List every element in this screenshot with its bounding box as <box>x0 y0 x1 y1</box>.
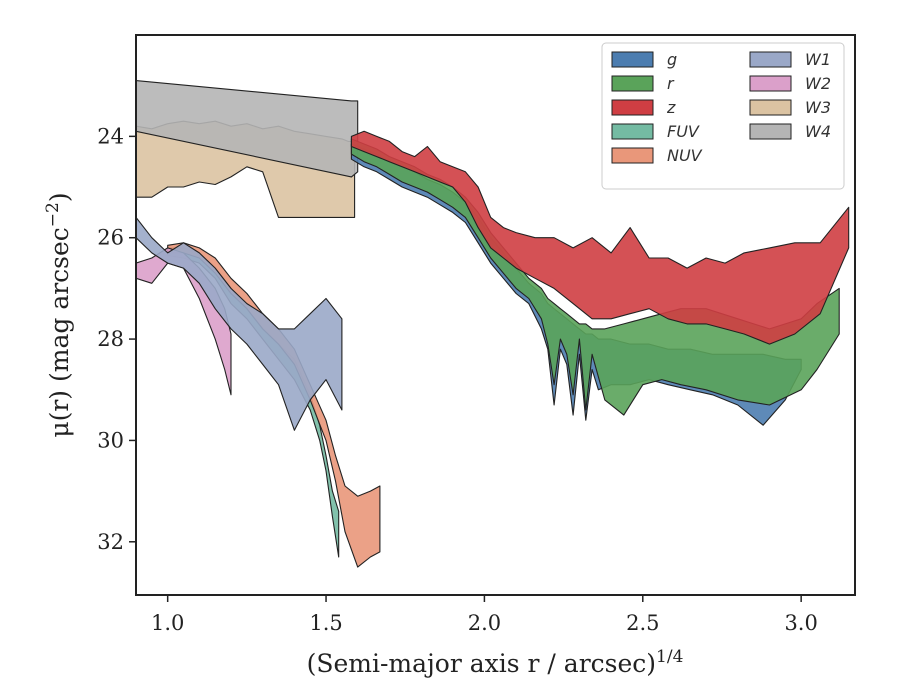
x-tick-label: 2.5 <box>626 611 659 635</box>
band-z-path <box>350 130 850 345</box>
y-tick-label: 32 <box>97 530 124 554</box>
profile-bands <box>136 80 850 568</box>
legend-swatch-r <box>611 75 654 92</box>
legend-label-w3: W3 <box>805 98 831 117</box>
y-tick-label: 26 <box>97 226 124 250</box>
legend-swatch-w4 <box>749 123 792 140</box>
y-tick-label: 30 <box>97 428 124 452</box>
legend-label-w1: W1 <box>805 50 831 69</box>
plot-frame <box>135 34 856 596</box>
y-tick-label: 24 <box>97 124 124 148</box>
band-w1-path <box>136 216 343 431</box>
legend-label-g: g <box>667 50 677 69</box>
legend-swatch-g <box>611 51 654 68</box>
legend-swatch-w1 <box>749 51 792 68</box>
x-tick-label: 2.0 <box>468 611 501 635</box>
legend-swatch-w3 <box>749 99 792 116</box>
band-w4-path <box>136 80 359 178</box>
x-axis-label: (Semi-major axis r / arcsec)1/4 <box>307 647 684 678</box>
x-tick-label: 1.5 <box>309 611 342 635</box>
legend: grz FUV NUV W1 W2 W3 W4 <box>601 42 845 190</box>
legend-swatch-fuv <box>611 123 654 140</box>
legend-swatch-z <box>611 99 654 116</box>
y-axis: 24 26 28 30 32 <box>97 124 136 554</box>
legend-label-w4: W4 <box>805 122 831 141</box>
legend-label-r: r <box>667 74 675 93</box>
x-tick-label: 1.0 <box>151 611 184 635</box>
x-axis: 1.0 1.5 2.0 2.5 3.0 <box>151 595 818 635</box>
legend-swatch-nuv <box>611 147 654 164</box>
legend-label-fuv: FUV <box>667 122 700 141</box>
legend-label-w2: W2 <box>805 74 831 93</box>
y-tick-label: 28 <box>97 327 124 351</box>
x-tick-label: 3.0 <box>784 611 817 635</box>
y-axis-label: μ(r) (mag arcsec−2) <box>43 192 74 437</box>
legend-label-nuv: NUV <box>667 146 703 165</box>
legend-label-z: z <box>666 98 676 117</box>
legend-swatch-w2 <box>749 75 792 92</box>
